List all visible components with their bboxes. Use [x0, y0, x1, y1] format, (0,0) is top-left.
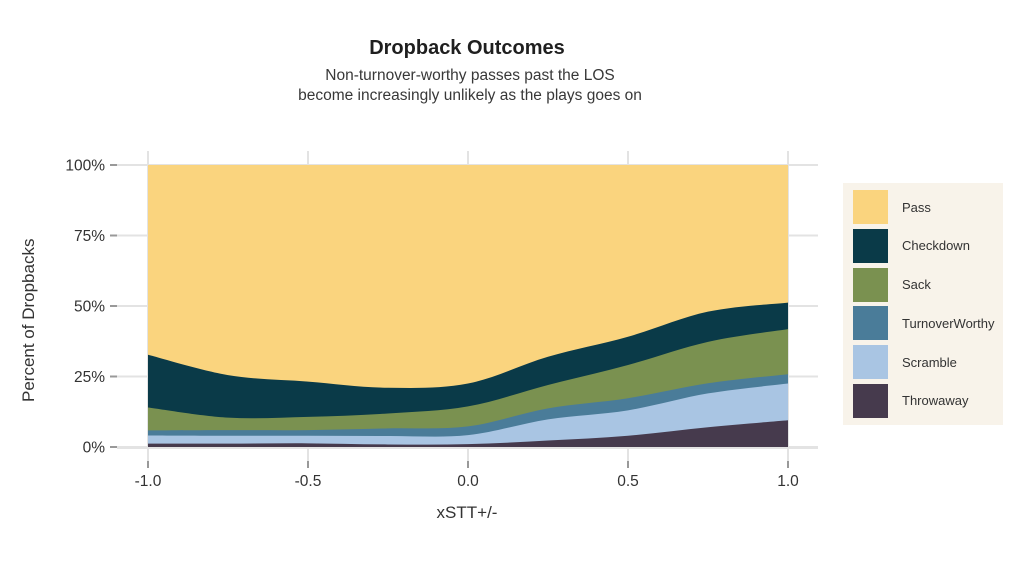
- y-tick-label: 50%: [74, 299, 105, 316]
- legend-label: Throwaway: [902, 393, 969, 409]
- legend-item-checkdown: Checkdown: [853, 228, 1003, 263]
- chart-title: Dropback Outcomes: [369, 37, 565, 59]
- legend-item-turnoverworthy: TurnoverWorthy: [853, 306, 1003, 341]
- y-tick-label: 25%: [74, 369, 105, 386]
- chart-subtitle: Non-turnover-worthy passes past the LOS …: [117, 66, 823, 106]
- chart-subtitle-line1: Non-turnover-worthy passes past the LOS: [325, 67, 615, 84]
- x-tick-label: 0.5: [617, 473, 639, 490]
- legend-item-throwaway: Throwaway: [853, 383, 1003, 418]
- legend-swatch: [853, 383, 888, 418]
- legend-label: Checkdown: [902, 238, 970, 254]
- legend-label: Sack: [902, 277, 931, 293]
- legend-label: TurnoverWorthy: [902, 315, 995, 331]
- y-tick-label: 75%: [74, 228, 105, 245]
- x-tick-label: -1.0: [135, 473, 162, 490]
- x-tick-label: 0.0: [457, 473, 479, 490]
- legend-swatch: [853, 267, 888, 302]
- legend-item-pass: Pass: [853, 190, 1003, 224]
- legend: Pass Checkdown Sack TurnoverWorthy Scramble T…: [843, 183, 1003, 425]
- area-throwaway: [148, 420, 788, 447]
- legend-swatch: [853, 306, 888, 341]
- legend-swatch: [853, 190, 888, 224]
- y-tick-label: 100%: [65, 158, 105, 175]
- y-tick-label: 0%: [83, 440, 106, 457]
- legend-swatch: [853, 228, 888, 263]
- x-tick-label: 1.0: [777, 473, 799, 490]
- x-tick-label: -0.5: [295, 473, 322, 490]
- chart-subtitle-line2: become increasingly unlikely as the play…: [298, 87, 642, 104]
- legend-swatch: [853, 345, 888, 380]
- x-axis-title: xSTT+/-: [436, 503, 498, 522]
- legend-label: Pass: [902, 199, 931, 215]
- legend-item-sack: Sack: [853, 267, 1003, 302]
- area-scramble: [148, 383, 788, 447]
- legend-label: Scramble: [902, 354, 957, 370]
- legend-item-scramble: Scramble: [853, 345, 1003, 380]
